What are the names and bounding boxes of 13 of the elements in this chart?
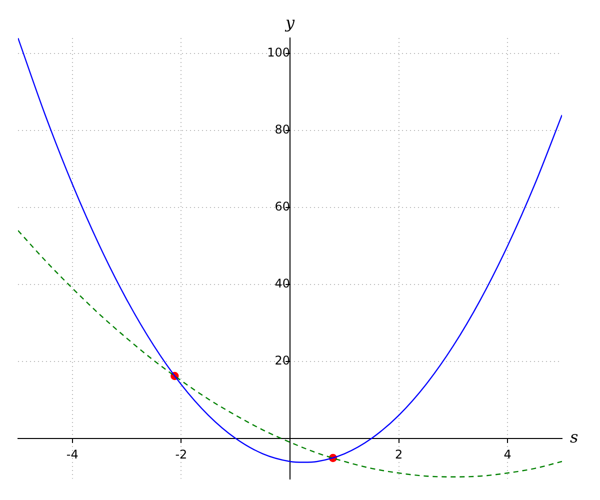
y-tick-label: 20 bbox=[274, 354, 290, 368]
y-axis-title: y bbox=[284, 13, 296, 32]
y-tick-label: 40 bbox=[274, 276, 290, 291]
y-tick-label: 100 bbox=[267, 46, 290, 60]
x-tick-label: 4 bbox=[504, 448, 512, 462]
x-tick-label: -2 bbox=[175, 448, 188, 462]
x-tick-label: 2 bbox=[394, 448, 403, 462]
line-series bbox=[18, 38, 562, 463]
y-tick-label: 80 bbox=[274, 122, 290, 137]
line-series bbox=[18, 230, 562, 478]
y-tick-label: 60 bbox=[274, 200, 290, 214]
x-tick-label: -4 bbox=[66, 448, 78, 462]
x-axis-title: s bbox=[570, 428, 578, 447]
